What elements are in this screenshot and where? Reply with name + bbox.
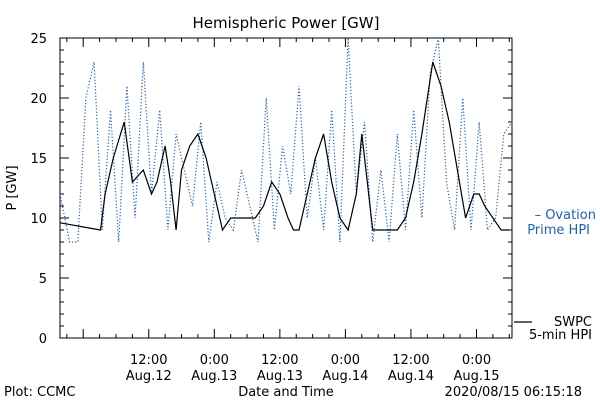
x-tick-time-label: 0:00: [331, 353, 360, 368]
legend-ovation-line1: – Ovation: [535, 208, 596, 223]
x-axis-label: Date and Time: [238, 385, 334, 400]
y-tick-label: 20: [30, 92, 47, 107]
x-tick-date-label: Aug.12: [126, 369, 172, 384]
legend-swpc-line1: SWPC: [554, 315, 592, 330]
y-axis-label: P [GW]: [5, 165, 20, 210]
x-tick-date-label: Aug.13: [257, 369, 303, 384]
x-tick-time-label: 0:00: [462, 353, 491, 368]
y-tick-label: 5: [39, 272, 47, 287]
x-tick-date-label: Aug.14: [388, 369, 434, 384]
x-tick-date-label: Aug.13: [191, 369, 237, 384]
swpc-hpi-series-line: [59, 61, 510, 232]
plot-timestamp: 2020/08/15 06:15:18: [445, 385, 582, 400]
ovation-prime-series-line: [59, 37, 513, 243]
x-tick-date-label: Aug.15: [453, 369, 499, 384]
series-group: [59, 37, 513, 243]
x-tick-date-label: Aug.14: [322, 369, 368, 384]
plot-frame: [59, 37, 513, 339]
y-tick-label: 10: [30, 212, 47, 227]
y-tick-label: 0: [39, 332, 47, 347]
legend-ovation-line2: Prime HPI: [527, 223, 590, 238]
y-tick-label: 15: [30, 152, 47, 167]
axis-ticks: 051015202512:00Aug.120:00Aug.1312:00Aug.…: [30, 32, 512, 384]
plot-credit: Plot: CCMC: [4, 385, 75, 400]
x-tick-time-label: 12:00: [261, 353, 298, 368]
legend-swpc-line2: 5-min HPI: [529, 328, 592, 343]
chart-title: Hemispheric Power [GW]: [193, 14, 380, 32]
x-tick-time-label: 12:00: [130, 353, 167, 368]
x-tick-time-label: 0:00: [200, 353, 229, 368]
x-tick-time-label: 12:00: [392, 353, 429, 368]
y-tick-label: 25: [30, 32, 47, 47]
